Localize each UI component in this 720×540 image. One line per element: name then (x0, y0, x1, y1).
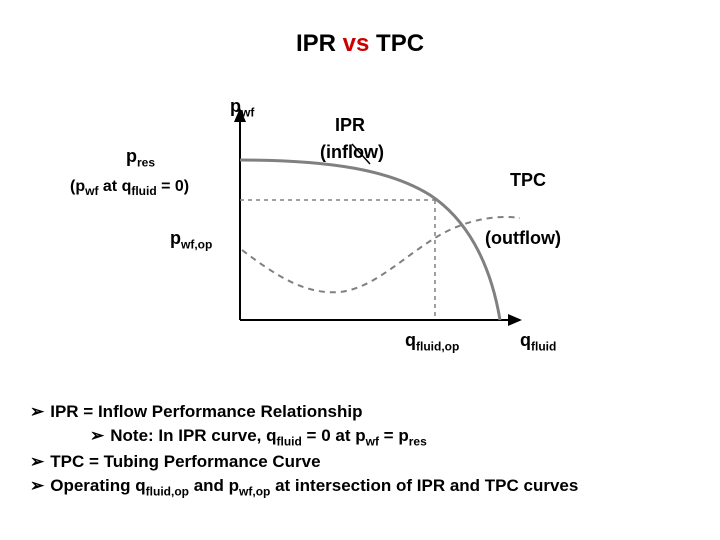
bullet-2: ➢ TPC = Tubing Performance Curve (30, 450, 690, 474)
bullet-list: ➢ IPR = Inflow Performance Relationship … (30, 400, 690, 500)
bullet-icon: ➢ (30, 450, 44, 474)
ipr-label: IPR (335, 115, 365, 136)
bullet-1-note: ➢ Note: In IPR curve, qfluid = 0 at pwf … (90, 424, 690, 450)
ipr-curve (240, 160, 500, 320)
bullet-1: ➢ IPR = Inflow Performance Relationship (30, 400, 690, 424)
bullet-icon: ➢ (90, 424, 104, 450)
qfluidop-label: qfluid,op (405, 330, 459, 354)
bullet-icon: ➢ (30, 474, 44, 500)
title-vs: vs (343, 30, 370, 57)
bullet-3: ➢ Operating qfluid,op and pwf,op at inte… (30, 474, 690, 500)
outflow-label: (outflow) (485, 228, 561, 249)
x-axis-label: qfluid (520, 330, 556, 354)
title-prefix: IPR (296, 30, 343, 57)
chart-container: pwf IPR (inflow) pres (pwf at qfluid = 0… (180, 100, 550, 360)
tpc-curve (242, 217, 520, 292)
pres-note: (pwf at qfluid = 0) (70, 178, 189, 198)
inflow-label: (inflow) (320, 142, 384, 163)
page-title: IPR vs TPC (0, 30, 720, 58)
tpc-label: TPC (510, 170, 546, 191)
pwfop-label: pwf,op (170, 228, 212, 252)
pres-label: pres (126, 146, 155, 170)
bullet-icon: ➢ (30, 400, 44, 424)
y-axis-label: pwf (230, 96, 254, 120)
title-suffix: TPC (369, 30, 424, 57)
